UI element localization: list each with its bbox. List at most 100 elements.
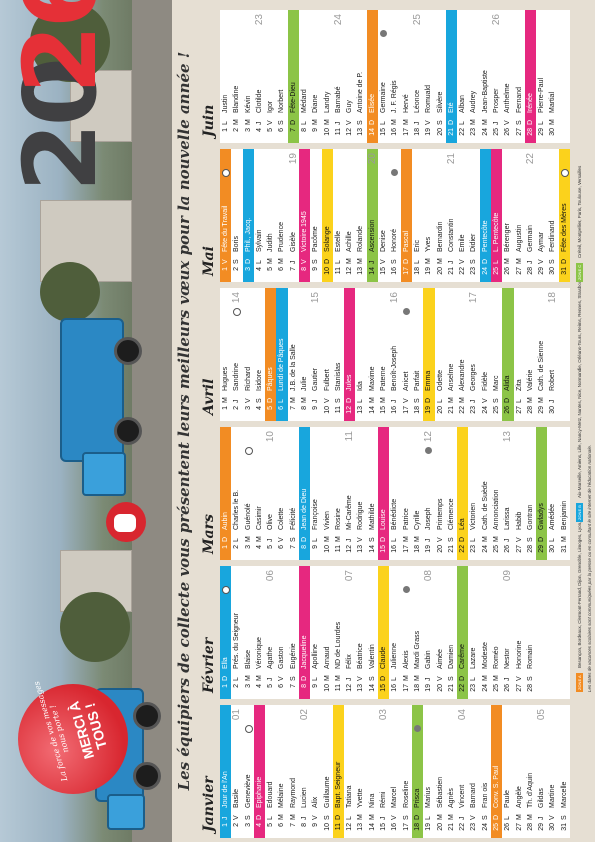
day-number: 14 <box>368 684 376 692</box>
saint-name: Colette <box>278 507 286 530</box>
day-row: 11 S Stanislas <box>333 288 344 421</box>
saint-name: Mi-Carême <box>346 495 354 530</box>
day-row: 11 D Bapt. Seigneur <box>332 705 345 838</box>
day-letter: J <box>312 399 320 404</box>
saint-name: Epiphanie <box>255 776 263 808</box>
saint-name: Lazare <box>470 647 478 669</box>
day-letter: V <box>402 398 410 403</box>
day-number: 15 <box>380 823 388 831</box>
day-row: 4 M Véronique <box>254 566 265 699</box>
day-number: 18 <box>413 128 421 136</box>
saint-name: Tatiana <box>346 785 354 808</box>
week-number: 04 <box>457 709 469 721</box>
day-row: 16 M J. F. Régis <box>389 10 400 143</box>
day-row: 12 J Félix 07 <box>344 566 355 699</box>
saint-name: Bernardin <box>436 221 444 252</box>
saint-name: Pacôme <box>312 226 320 252</box>
day-number: 28 <box>526 406 534 414</box>
day-row: 25 M Roméo <box>491 566 502 699</box>
full-moon-icon <box>560 169 569 177</box>
saint-name: Anselme <box>447 363 455 391</box>
saint-name: Conv. S. Paul <box>492 765 500 808</box>
day-number: 30 <box>549 545 557 553</box>
saint-name: Sébastien <box>436 776 444 808</box>
saint-name: Achille <box>346 231 354 252</box>
day-letter: M <box>538 397 546 403</box>
tree <box>40 262 100 322</box>
day-row: 22 M Alexandre <box>457 288 468 421</box>
day-number: 30 <box>549 823 557 831</box>
saint-name: Jour de l'An <box>222 771 229 808</box>
saint-name: Landry <box>323 91 331 113</box>
day-row: 18 M Cyrille <box>412 427 423 560</box>
saint-name: Blaise <box>244 649 252 669</box>
saint-name: Rémi <box>380 791 388 808</box>
day-letter: J <box>255 121 263 126</box>
day-row: 30 J Robert 18 <box>547 288 558 421</box>
day-number: 22 <box>459 823 467 831</box>
day-letter: L <box>222 121 229 125</box>
day-row: 7 S Félicité <box>288 427 299 560</box>
day-row: 9 L Françoise <box>310 427 321 560</box>
day-number: 17 <box>402 684 410 692</box>
day-row: 3 M Guénolé <box>243 427 254 560</box>
zone-cities: Aix-Marseille, Amiens, Lille, Nancy-Metz… <box>577 276 582 498</box>
day-row: 24 D Pentecôte <box>479 149 491 282</box>
day-row: 8 M Julie <box>299 288 310 421</box>
day-row: 17 V Anicet <box>401 288 412 421</box>
saint-name: Augustin <box>515 224 523 252</box>
day-row: 3 V Richard <box>243 288 254 421</box>
day-number: 8 <box>301 545 309 549</box>
day-row: 7 D Fête-Dieu <box>287 10 300 143</box>
day-letter: V <box>481 398 489 403</box>
day-row: 11 M Rosine <box>333 427 344 560</box>
day-number: 12 <box>346 823 354 831</box>
day-number: 1 <box>222 545 229 549</box>
day-letter: V <box>436 537 444 542</box>
day-letter: J <box>538 816 546 821</box>
day-number: 23 <box>470 684 478 692</box>
week-number: 21 <box>445 153 457 165</box>
day-row: 23 M Audrey <box>468 10 479 143</box>
day-row: 6 S Norbert <box>276 10 287 143</box>
day-letter: J <box>289 260 297 265</box>
day-number: 17 <box>402 267 410 275</box>
saint-name: Julienne <box>391 642 399 669</box>
day-row: 27 S Fernand <box>514 10 525 143</box>
day-row: 13 V Béatrice <box>355 566 366 699</box>
day-number: 11 <box>334 684 342 692</box>
saint-name: Julie <box>301 376 309 391</box>
garbage-truck <box>60 318 142 496</box>
day-row: 10 V Fulbert <box>322 288 333 421</box>
day-letter: M <box>368 814 376 820</box>
day-letter: L <box>267 816 275 820</box>
day-row: 5 M Judith <box>265 149 276 282</box>
full-moon-icon <box>222 586 230 594</box>
week-number: 10 <box>265 431 277 443</box>
day-letter: S <box>526 676 534 681</box>
day-number: 23 <box>470 823 478 831</box>
day-number: 1 <box>222 823 229 827</box>
day-row: 17 M Hervé <box>401 10 412 143</box>
day-number: 19 <box>425 406 433 414</box>
day-row: 9 J Gautier 15 <box>310 288 321 421</box>
day-letter: D <box>459 536 467 542</box>
day-number: 12 <box>346 128 354 136</box>
saint-name: Agathe <box>267 646 275 669</box>
day-letter: M <box>549 119 557 125</box>
day-row: 14 J Ascension 20 <box>366 149 379 282</box>
day-row: 28 S Romain <box>525 566 536 699</box>
day-row: 19 V Romuald <box>423 10 434 143</box>
day-number: 11 <box>334 128 342 136</box>
saint-name: Barnabé <box>334 86 342 113</box>
saint-name: Rolande <box>357 225 365 252</box>
saint-name: Yvette <box>357 788 365 808</box>
saint-name: Fulbert <box>323 369 331 391</box>
day-row: 7 J Gisèle 19 <box>288 149 299 282</box>
day-number: 30 <box>549 267 557 275</box>
day-letter: M <box>492 536 500 542</box>
saint-name: Lundi de Pâques <box>278 338 286 391</box>
day-row: 18 J Léonce 25 <box>412 10 423 143</box>
week-number: 25 <box>411 14 423 26</box>
day-letter: L <box>255 260 263 264</box>
